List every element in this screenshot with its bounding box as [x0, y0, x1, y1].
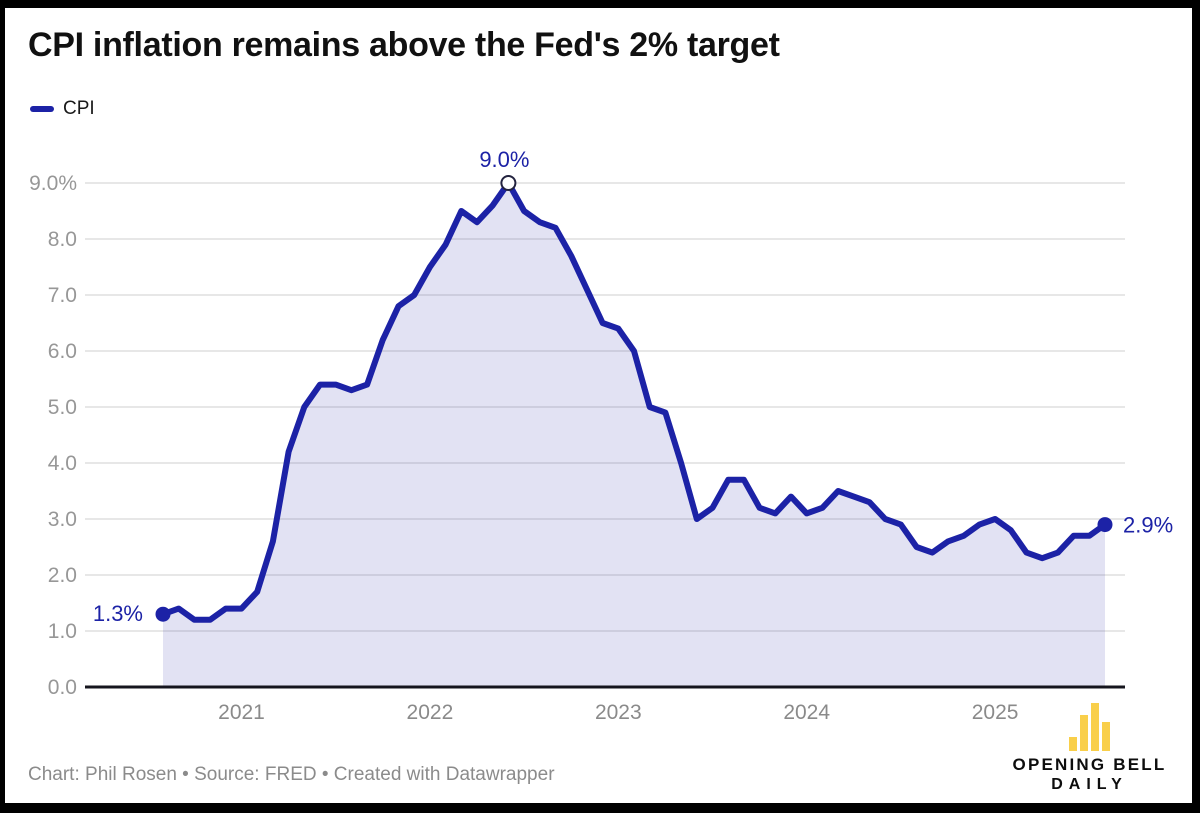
attribution-text: Chart: Phil Rosen • Source: FRED • Creat… — [28, 764, 555, 785]
value-label: 1.3% — [93, 601, 143, 626]
page-title: CPI inflation remains above the Fed's 2%… — [28, 26, 780, 64]
y-axis-tick-label: 6.0 — [48, 340, 77, 363]
x-axis-tick-label: 2022 — [407, 701, 454, 724]
y-axis-tick-label: 2.0 — [48, 564, 77, 587]
legend-line-swatch — [30, 106, 54, 112]
y-axis-tick-label: 8.0 — [48, 228, 77, 251]
value-label: 2.9% — [1123, 513, 1173, 538]
x-axis-tick-label: 2025 — [972, 701, 1019, 724]
x-axis-tick-label: 2024 — [783, 701, 830, 724]
y-axis-tick-label: 9.0% — [29, 172, 77, 195]
bar-chart-logo-icon — [1069, 703, 1110, 751]
value-label: 9.0% — [479, 147, 529, 172]
opening-bell-daily-logo: OPENING BELL DAILY — [997, 703, 1182, 794]
legend-label-cpi: CPI — [63, 98, 95, 119]
y-axis-tick-label: 1.0 — [48, 620, 77, 643]
cpi-line-chart: 0.0 1.0 2.0 3.0 4.0 5.0 6.0 7.0 8.0 9.0% 2021 2022 2… — [29, 147, 1173, 724]
x-axis-tick-label: 2021 — [218, 701, 265, 724]
legend: CPI — [30, 98, 95, 120]
y-axis-tick-label: 5.0 — [48, 396, 77, 419]
area-fill — [163, 183, 1105, 687]
y-axis-tick-label: 0.0 — [48, 676, 77, 699]
y-axis-tick-label: 7.0 — [48, 284, 77, 307]
y-axis-tick-label: 3.0 — [48, 508, 77, 531]
logo-text-line1: OPENING BELL — [1012, 755, 1167, 774]
y-axis-tick-label: 4.0 — [48, 452, 77, 475]
logo-text-line2: DAILY — [1051, 776, 1128, 793]
point-marker — [1097, 517, 1113, 533]
cpi-series-line — [160, 180, 1108, 623]
point-marker — [155, 606, 171, 622]
peak-marker — [500, 175, 517, 191]
x-axis-tick-label: 2023 — [595, 701, 642, 724]
